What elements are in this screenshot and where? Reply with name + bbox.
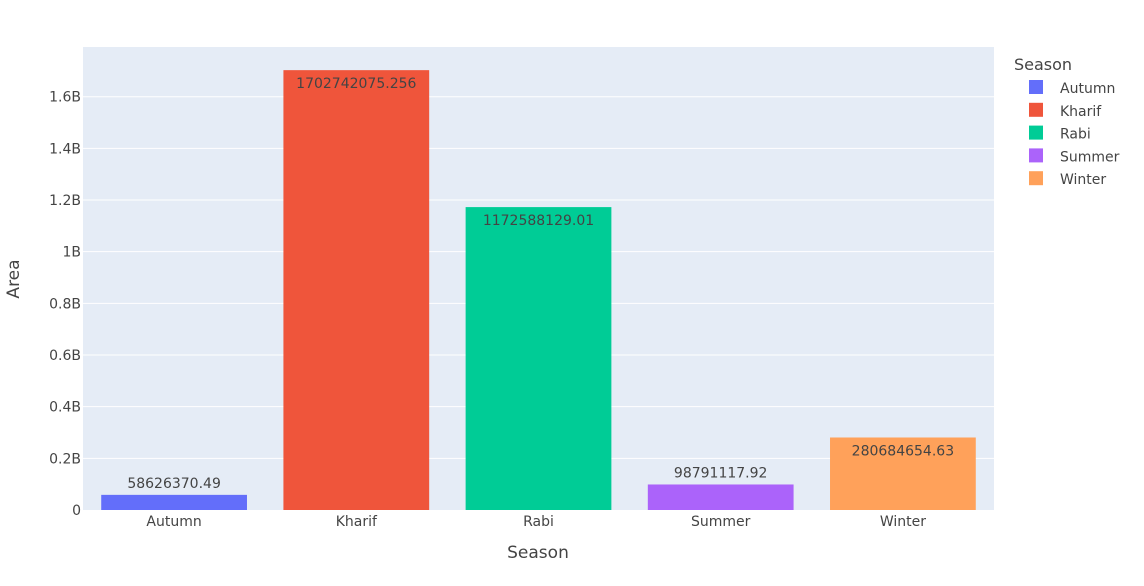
y-tick-label: 1.4B [49, 141, 81, 157]
bars: 58626370.49 1702742075.256 1172588129.01 98… [101, 70, 976, 511]
x-axis-title: Season [507, 543, 569, 563]
data-label-autumn: 58626370.49 [127, 476, 221, 492]
legend-label: Winter [1060, 172, 1106, 188]
bar-autumn[interactable] [101, 494, 247, 510]
y-tick-label: 0 [72, 503, 81, 519]
legend-item-autumn[interactable]: Autumn [1029, 80, 1115, 97]
x-tick-label: Winter [880, 514, 926, 530]
bar-kharif[interactable] [283, 70, 430, 511]
legend-label: Autumn [1060, 81, 1115, 97]
x-tick-label: Summer [691, 514, 751, 530]
y-tick-label: 1B [62, 245, 81, 261]
y-tick-label: 1.2B [49, 193, 81, 209]
bar-winter[interactable] [830, 437, 976, 510]
legend-swatch [1029, 102, 1043, 117]
legend[interactable]: Season Autumn Kharif Rabi Summer Winter [1014, 55, 1120, 188]
legend-item-kharif[interactable]: Kharif [1029, 102, 1102, 120]
legend-item-winter[interactable]: Winter [1029, 171, 1106, 188]
legend-label: Summer [1060, 149, 1120, 165]
y-tick-label: 0.6B [49, 348, 81, 364]
legend-item-rabi[interactable]: Rabi [1029, 125, 1091, 143]
legend-swatch [1029, 80, 1043, 94]
x-axis-ticks: Autumn Kharif Rabi Summer Winter [146, 514, 926, 530]
legend-swatch [1029, 148, 1043, 163]
y-axis-ticks: 0 0.2B 0.4B 0.6B 0.8B 1B 1.2B 1.4B 1.6B [49, 90, 81, 519]
y-axis-title: Area [4, 259, 24, 298]
x-tick-label: Rabi [523, 514, 554, 530]
x-tick-label: Autumn [146, 514, 201, 530]
bar-summer[interactable] [647, 484, 794, 510]
bar-rabi[interactable] [465, 207, 612, 511]
x-tick-label: Kharif [336, 514, 378, 530]
legend-label: Kharif [1060, 104, 1102, 120]
data-label-kharif: 1702742075.256 [296, 76, 416, 92]
y-tick-label: 1.6B [49, 90, 81, 106]
legend-item-summer[interactable]: Summer [1029, 148, 1120, 165]
legend-label: Rabi [1060, 127, 1091, 143]
y-tick-label: 0.8B [49, 296, 81, 312]
data-label-winter: 280684654.63 [852, 443, 954, 459]
data-label-summer: 98791117.92 [674, 465, 768, 481]
data-label-rabi: 1172588129.01 [483, 213, 594, 229]
legend-title: Season [1014, 55, 1072, 74]
y-tick-label: 0.2B [49, 451, 81, 467]
legend-swatch [1029, 171, 1043, 186]
y-tick-label: 0.4B [49, 400, 81, 416]
legend-swatch [1029, 125, 1043, 140]
